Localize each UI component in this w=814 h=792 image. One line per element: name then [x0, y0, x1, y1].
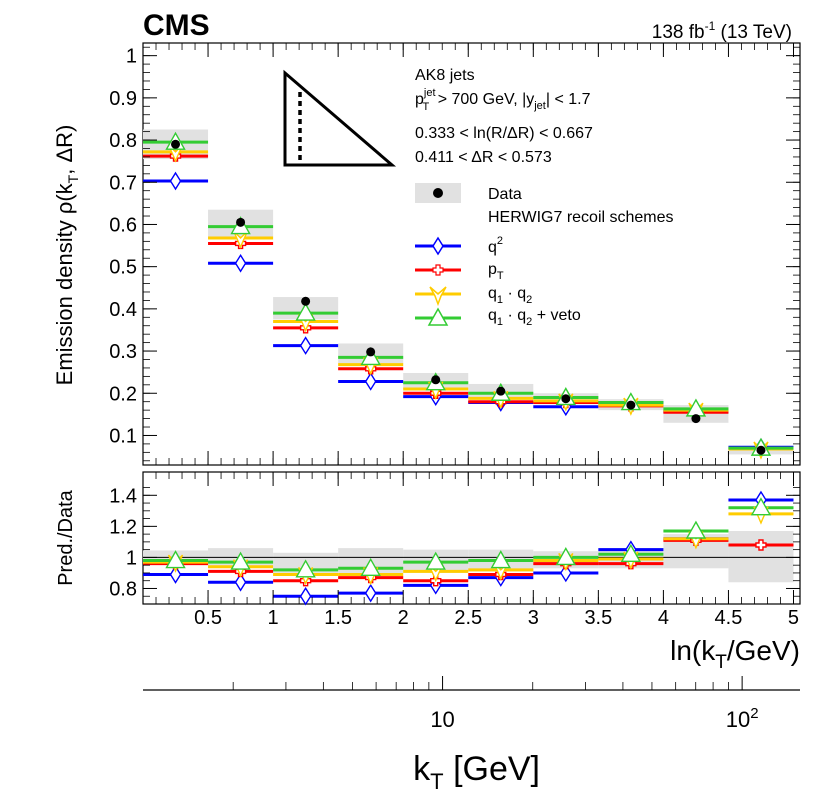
x-tick-label: 3	[528, 607, 539, 629]
legend: Data HERWIG7 recoil schemes q2 pT q1 · q…	[415, 183, 674, 328]
ratio-panel-frame	[142, 471, 801, 605]
q2-marker	[169, 565, 182, 584]
x-tick-label: 2	[398, 607, 409, 629]
annotation-cut3: 0.411 < ΔR < 0.573	[415, 149, 552, 166]
data-point	[561, 394, 571, 404]
q1q2veto-marker	[295, 559, 316, 578]
data-point	[756, 445, 766, 455]
annotation-jets: AK8 jets	[415, 67, 475, 84]
legend-veto-label: q1 · q2 + veto	[488, 307, 581, 328]
legend-group-title: HERWIG7 recoil schemes	[488, 209, 674, 226]
q2-marker	[299, 336, 312, 355]
top-y-ticks: 0.1 0.2 0.3 0.4 0.5 0.6 0.7 0.8 0.9 1	[109, 46, 800, 462]
ratio-band-bin	[728, 531, 794, 583]
ratio-y-axis-label: Pred./Data	[55, 489, 77, 585]
q1q2-marker	[232, 230, 249, 249]
x-axis-label: ln(kT/GeV)	[670, 635, 800, 673]
top-x-ticks	[155, 43, 794, 465]
ratio-y-tick-label: 1	[126, 547, 137, 569]
q1q2veto-marker	[750, 497, 772, 516]
top-y-tick-label: 0.7	[109, 172, 137, 194]
data-points	[171, 139, 766, 455]
q1q2veto-marker	[490, 550, 511, 569]
x-tick-label: 5	[788, 607, 799, 629]
x-tick-label: 3.5	[584, 607, 612, 629]
kt-tick-label: 102	[726, 705, 759, 732]
top-y-tick-label: 1	[126, 46, 137, 68]
legend-data-marker	[433, 188, 443, 198]
q1q2veto-marker	[230, 551, 251, 570]
top-y-axis-label: Emission density ρ(kT, ΔR)	[52, 125, 81, 386]
legend-pt-marker	[432, 264, 444, 276]
q1q2veto-marker	[685, 520, 707, 539]
q1q2veto-marker	[360, 557, 381, 576]
q2-marker	[299, 586, 312, 606]
data-point	[626, 400, 636, 410]
q1q2veto-marker	[555, 546, 577, 566]
x-tick-label: 0.5	[194, 607, 222, 629]
ratio-y-tick-label: 1.4	[109, 485, 137, 507]
x-tick-label: 1.5	[324, 607, 352, 629]
q1q2veto-marker	[165, 550, 186, 569]
prediction-series	[143, 131, 794, 460]
data-point	[496, 386, 506, 396]
q1q2veto-marker	[620, 543, 642, 563]
legend-q2-marker	[432, 236, 444, 256]
ratio-y-tick-label: 1.2	[109, 516, 137, 538]
top-y-tick-label: 0.4	[109, 299, 137, 321]
top-y-tick-label: 0.1	[109, 425, 137, 447]
top-y-tick-label: 0.3	[109, 341, 137, 363]
top-y-tick-label: 0.8	[109, 130, 137, 152]
q1q2veto-marker	[295, 302, 316, 321]
top-y-tick-label: 0.2	[109, 383, 137, 405]
x-tick-label: 4.5	[715, 607, 743, 629]
ratio-series	[143, 490, 794, 606]
lund-triangle-icon	[283, 69, 397, 167]
top-y-tick-label: 0.9	[109, 88, 137, 110]
legend-veto-marker	[427, 307, 449, 326]
legend-q1q2-label: q1 · q2	[488, 285, 532, 306]
kt-tick-label: 10	[430, 707, 454, 732]
top-y-tick-label: 0.6	[109, 214, 137, 236]
legend-data-label: Data	[488, 186, 522, 203]
q2-marker	[234, 572, 247, 592]
q2-marker	[234, 253, 247, 273]
ratio-x-ticks: 0.5 1 1.5 2 2.5 3 3.5 4 4.5 5	[155, 472, 799, 629]
q1q2veto-marker	[425, 551, 446, 570]
x-tick-label: 4	[658, 607, 669, 629]
legend-q1q2-marker	[429, 286, 447, 307]
q2-marker	[364, 372, 377, 391]
legend-pt-label: pT	[488, 261, 504, 282]
top-panel-frame	[142, 42, 801, 466]
data-point	[366, 347, 376, 357]
cms-label: CMS	[143, 9, 210, 42]
data-point	[431, 375, 441, 385]
pT-marker	[755, 539, 767, 551]
kt-axis-ticks: 10 102	[232, 676, 759, 732]
data-point	[691, 414, 701, 424]
annotation-cut2: 0.333 < ln(R/ΔR) < 0.667	[415, 125, 593, 142]
annotation-cut1: pjet T > 700 GeV, |yjet| < 1.7	[415, 87, 591, 113]
data-point	[301, 296, 311, 306]
ratio-y-tick-label: 0.8	[109, 578, 137, 600]
kt-axis-label: kT [GeV]	[413, 750, 540, 792]
data-point	[236, 217, 246, 227]
q2-marker	[169, 171, 182, 191]
lumi-label: 138 fb-1 (13 TeV)	[652, 19, 792, 43]
q2-marker	[364, 583, 377, 603]
x-tick-label: 2.5	[454, 607, 482, 629]
data-point	[171, 139, 181, 149]
top-y-tick-label: 0.5	[109, 257, 137, 279]
legend-q2-label: q2	[488, 235, 503, 256]
x-tick-label: 1	[268, 607, 279, 629]
ratio-y-ticks: 0.8 1 1.2 1.4	[109, 485, 800, 600]
